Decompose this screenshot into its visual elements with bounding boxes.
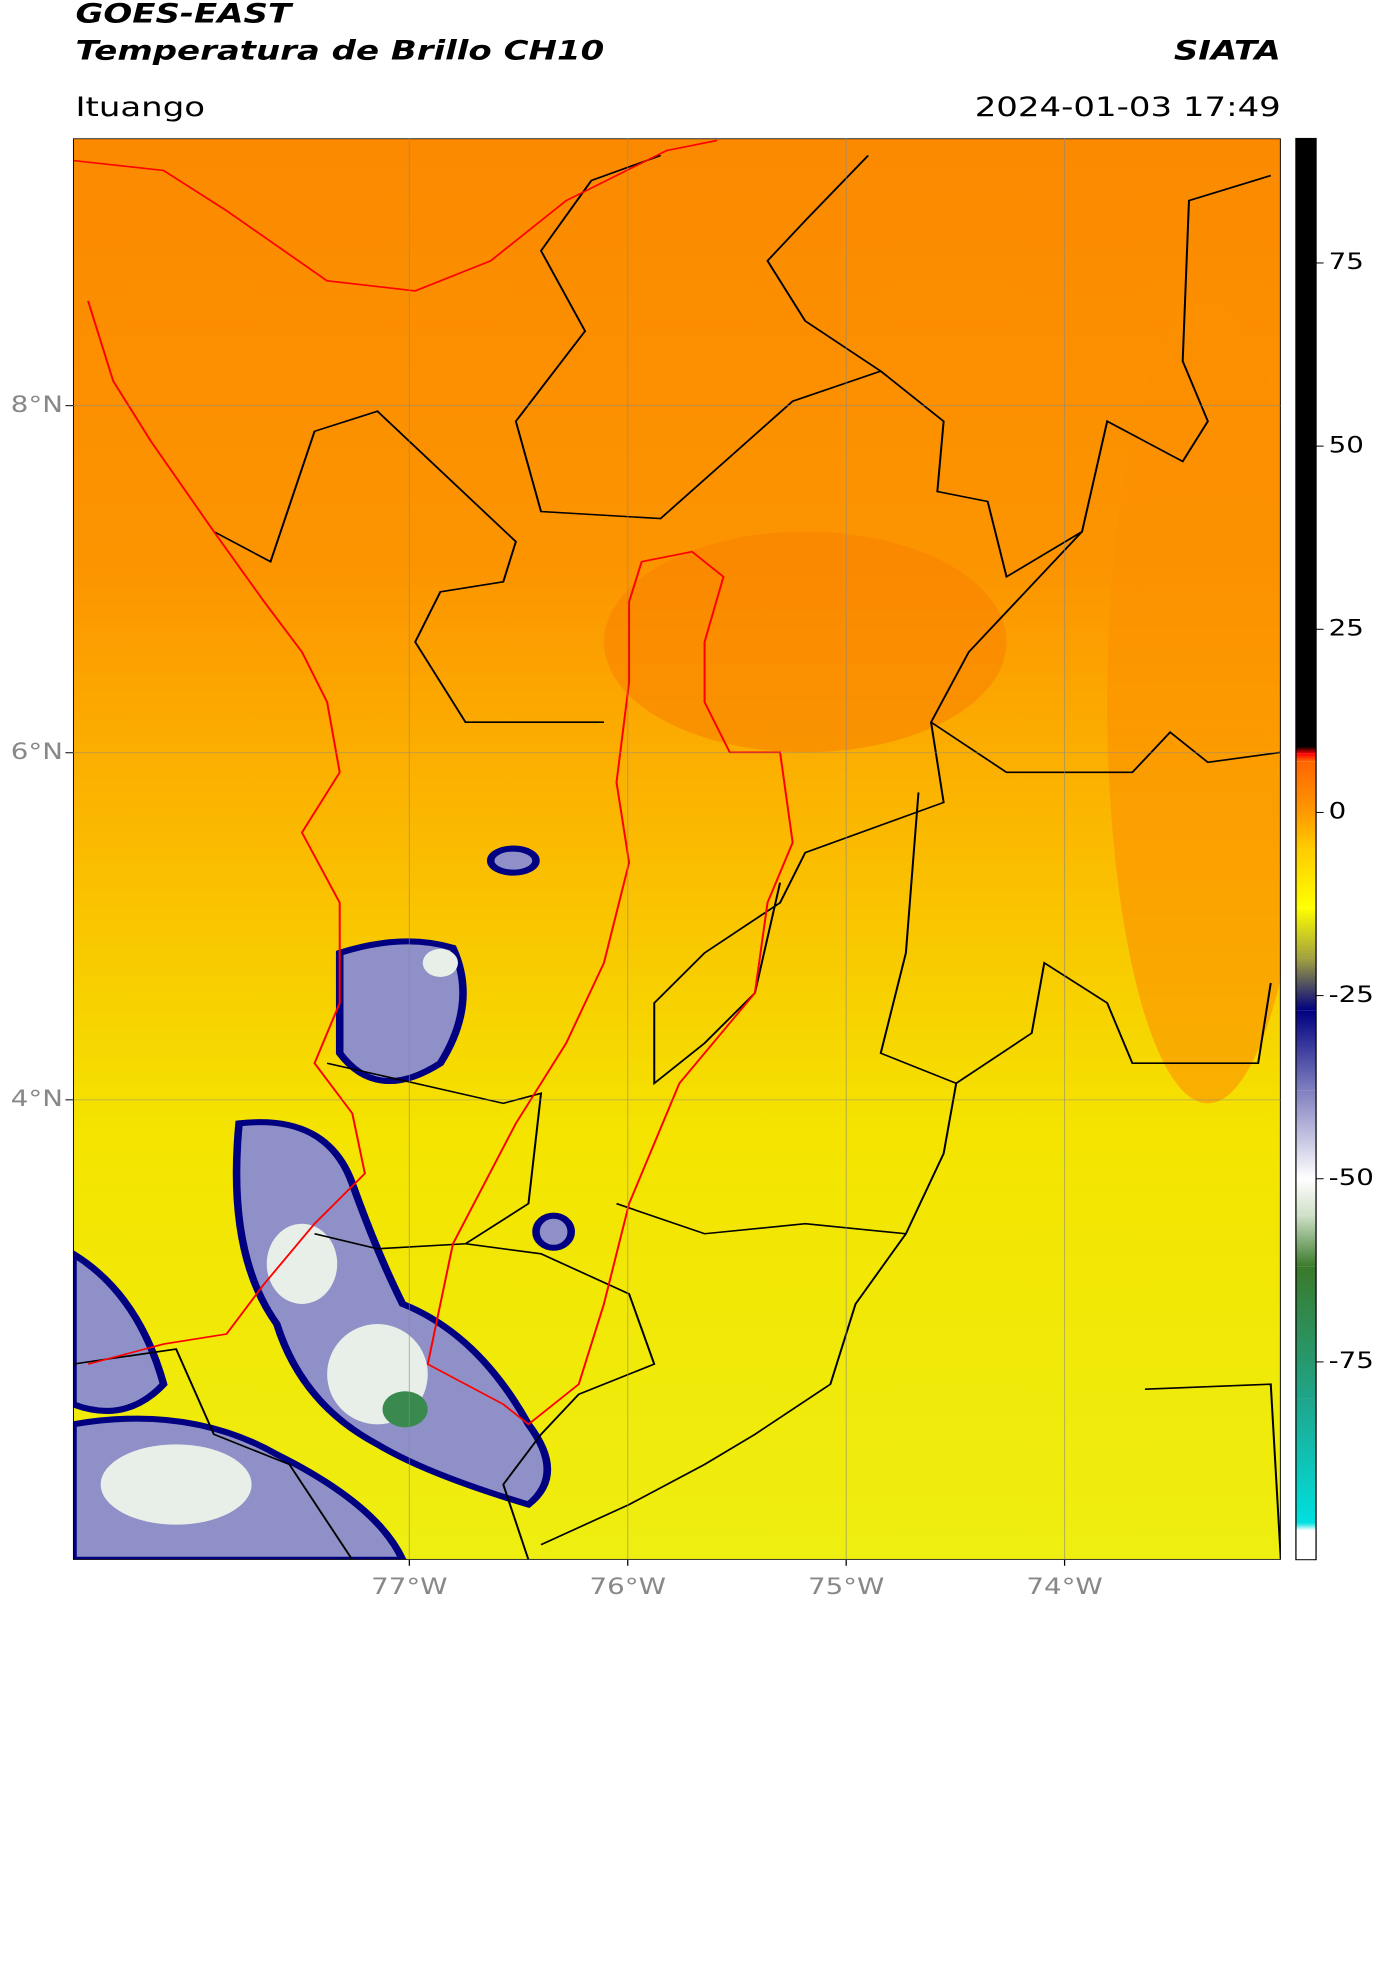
datetime: 2024-01-03 17:49 bbox=[975, 91, 1281, 123]
colorbar-tick-label: 75 bbox=[1329, 249, 1364, 275]
x-tick-label: 76°W bbox=[590, 1574, 666, 1600]
colorbar-segment bbox=[1295, 958, 1317, 1011]
colorbar-tick-label: -75 bbox=[1329, 1348, 1374, 1374]
colorbar-tick-label: 25 bbox=[1329, 615, 1364, 641]
colorbar-segment bbox=[1295, 849, 1317, 908]
colorbar-segment bbox=[1295, 761, 1317, 813]
colorbar-segment bbox=[1295, 746, 1317, 754]
colorbar-segment bbox=[1295, 1178, 1317, 1216]
y-tick-label: 4°N bbox=[11, 1086, 63, 1112]
colorbar-segment bbox=[1295, 1090, 1317, 1179]
title: GOES-EAST bbox=[75, 0, 293, 30]
colorbar-segment bbox=[1295, 1530, 1317, 1560]
colorbar-segment bbox=[1295, 138, 1317, 747]
colorbar-segment bbox=[1295, 753, 1317, 762]
subtitle: Temperatura de Brillo CH10 bbox=[75, 35, 604, 67]
axes: 77°W 76°W 75°W 74°W 8°N 6°N 4°N 75 50 25 0 -25 -50 -7… bbox=[11, 137, 1374, 1600]
colorbar-tick-label: -25 bbox=[1329, 981, 1374, 1007]
colorbar-segment bbox=[1295, 1398, 1317, 1524]
colorbar-segment bbox=[1295, 812, 1317, 850]
colorbar-tick-label: 0 bbox=[1329, 798, 1347, 824]
map-image bbox=[72, 138, 1281, 1560]
location: Ituango bbox=[75, 91, 205, 123]
x-tick-label: 74°W bbox=[1026, 1574, 1102, 1600]
y-tick-label: 6°N bbox=[11, 739, 63, 765]
x-tick-label: 75°W bbox=[808, 1574, 884, 1600]
colorbar-segment bbox=[1295, 1010, 1317, 1091]
brand: SIATA bbox=[1174, 35, 1281, 67]
colorbar-tick-label: -50 bbox=[1329, 1165, 1374, 1191]
x-tick-label: 77°W bbox=[371, 1574, 447, 1600]
colorbar-segment bbox=[1295, 907, 1317, 959]
y-tick-label: 8°N bbox=[11, 392, 63, 418]
colorbar-segment bbox=[1295, 1215, 1317, 1267]
colorbar-segment bbox=[1295, 1523, 1317, 1531]
colorbar-frame bbox=[1295, 137, 1317, 1561]
colorbar-tick-label: 50 bbox=[1329, 432, 1364, 458]
colorbar-segment bbox=[1295, 1266, 1317, 1399]
